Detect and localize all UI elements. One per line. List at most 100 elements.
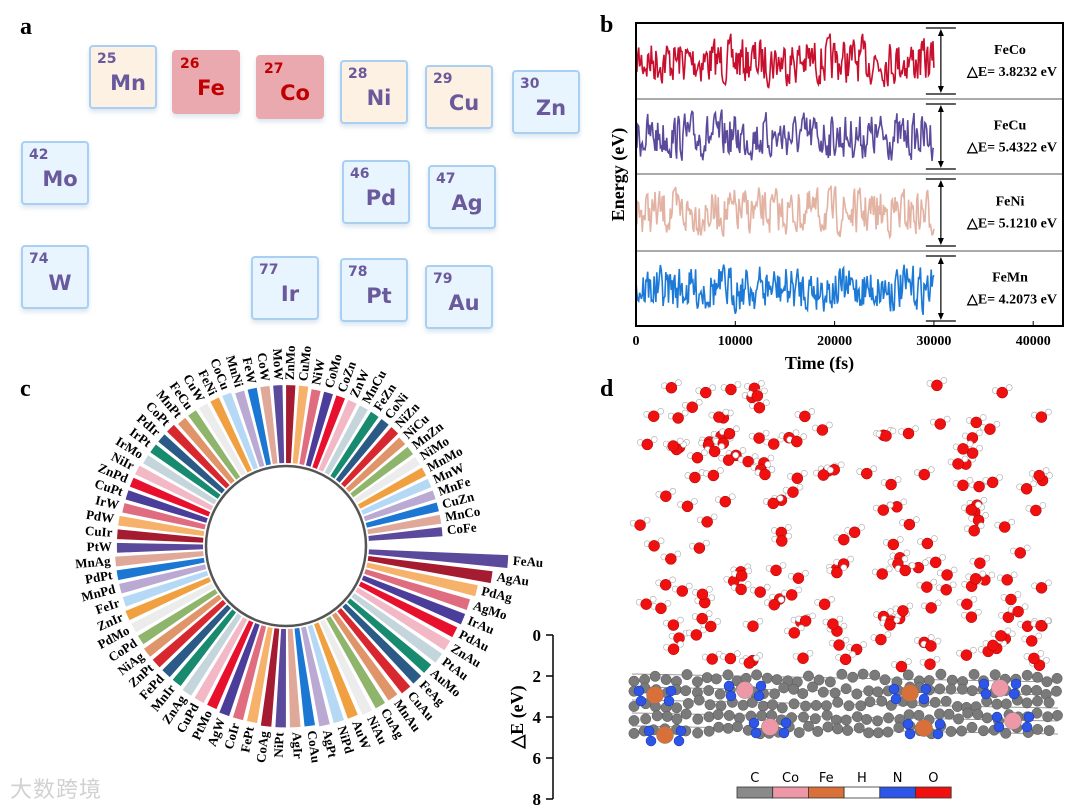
carbon-atom: [822, 721, 834, 733]
carbon-atom: [882, 726, 894, 738]
carbon-atom: [723, 710, 735, 721]
carbon-atom: [855, 700, 867, 712]
bar-cow: [260, 385, 278, 465]
oxygen-atom: [641, 438, 654, 451]
oxygen-atom: [799, 615, 812, 627]
hydrogen-atom: [836, 615, 844, 623]
hydrogen-atom: [796, 483, 804, 491]
hydrogen-atom: [734, 381, 742, 388]
bar-mnw: [361, 478, 432, 515]
series-name-label: FeMn: [992, 271, 1028, 286]
bar-label: NiPt: [271, 731, 287, 757]
hydrogen-atom: [949, 581, 957, 589]
oxygen-atom: [693, 542, 706, 554]
oxygen-atom: [921, 537, 934, 550]
nitrogen-atom: [890, 693, 902, 705]
oxygen-atom: [998, 521, 1011, 533]
hydrogen-atom: [976, 429, 983, 437]
carbon-atom: [853, 722, 865, 734]
element-symbol: Mo: [42, 167, 78, 191]
legend-swatch-h: [843, 786, 881, 799]
bar-cumo: [292, 385, 309, 464]
nitrogen-atom: [1021, 721, 1033, 733]
nitrogen-atom: [918, 693, 930, 705]
hydrogen-atom: [792, 429, 800, 437]
legend-label: H: [857, 771, 867, 786]
hydrogen-atom: [753, 654, 760, 662]
hydrogen-atom: [1030, 480, 1037, 488]
carbon-atom: [851, 711, 863, 723]
bar-cofe: [368, 527, 443, 541]
carbon-atom: [956, 725, 968, 737]
hydrogen-atom: [677, 616, 684, 624]
hydrogen-atom: [913, 516, 920, 523]
carbon-atom: [842, 724, 854, 736]
element-symbol: Mn: [110, 71, 146, 95]
hydrogen-atom: [966, 477, 974, 484]
hydrogen-atom: [681, 409, 689, 417]
oxygen-atom: [974, 557, 986, 569]
oxygen-atom: [940, 584, 952, 596]
nitrogen-atom: [1010, 678, 1022, 690]
carbon-atom: [767, 699, 778, 711]
hydrogen-atom: [710, 513, 718, 521]
element-tile-ag: 47 Ag: [428, 165, 496, 229]
bar-pdmo: [131, 583, 215, 633]
hydrogen-atom: [1014, 591, 1022, 598]
nitrogen-atom: [991, 711, 1003, 723]
hydrogen-atom: [906, 602, 914, 610]
bar-feni: [210, 397, 252, 473]
bar-few: [247, 387, 271, 466]
carbon-atom: [1043, 725, 1055, 737]
bar-label: PdW: [85, 507, 115, 526]
bar-cupd: [194, 617, 248, 703]
carbon-atom: [817, 686, 829, 698]
bar-label: CuIr: [85, 523, 114, 540]
bar-como: [305, 391, 333, 467]
x-tick-label: 10000: [718, 334, 753, 349]
hydrogen-atom: [840, 564, 848, 571]
oxygen-atom: [706, 653, 718, 665]
hydrogen-atom: [1010, 571, 1018, 579]
oxygen-atom: [961, 598, 973, 610]
oxygen-atom: [722, 454, 735, 466]
bar-mnzn: [350, 446, 414, 498]
iron-atom: [646, 686, 664, 704]
element-tile-cu: 29 Cu: [425, 65, 493, 129]
hydrogen-atom: [809, 612, 816, 620]
atomic-number: 74: [29, 251, 49, 267]
element-symbol: Co: [280, 81, 310, 105]
carbon-atom: [628, 675, 640, 687]
series-line-fecu: [635, 109, 935, 161]
nitrogen-atom: [665, 685, 677, 697]
carbon-atom: [803, 670, 814, 682]
hydrogen-atom: [927, 466, 935, 473]
legend-label: C: [750, 771, 759, 786]
carbon-atom: [820, 700, 832, 712]
carbon-atom: [966, 721, 978, 733]
oxygen-atom: [787, 486, 799, 498]
nitrogen-atom: [1008, 688, 1020, 700]
element-symbol: Cu: [448, 91, 480, 115]
carbon-atom: [968, 668, 980, 680]
y-axis-label: Energy (eV): [608, 128, 629, 221]
carbon-atom: [671, 713, 683, 725]
oxygen-atom: [1002, 611, 1015, 624]
hydrogen-atom: [701, 449, 708, 456]
series-name-label: FeCu: [994, 119, 1027, 134]
panel-label-a: a: [20, 14, 32, 40]
element-tile-mn: 25 Mn: [89, 45, 157, 109]
carbon-atom: [991, 698, 1003, 710]
oxygen-atom: [667, 643, 680, 655]
nitrogen-atom: [934, 718, 946, 730]
carbon-atom: [812, 725, 824, 737]
hydrogen-atom: [1008, 518, 1015, 526]
atomic-number: 47: [436, 171, 456, 187]
hydrogen-atom: [980, 496, 988, 504]
hydrogen-atom: [940, 377, 948, 384]
carbon-atom: [943, 708, 955, 720]
hydrogen-atom: [903, 549, 911, 557]
molecular-structure: C Co Fe H N O: [628, 377, 1063, 799]
hydrogen-atom: [1046, 472, 1053, 479]
hydrogen-atom: [996, 474, 1003, 481]
